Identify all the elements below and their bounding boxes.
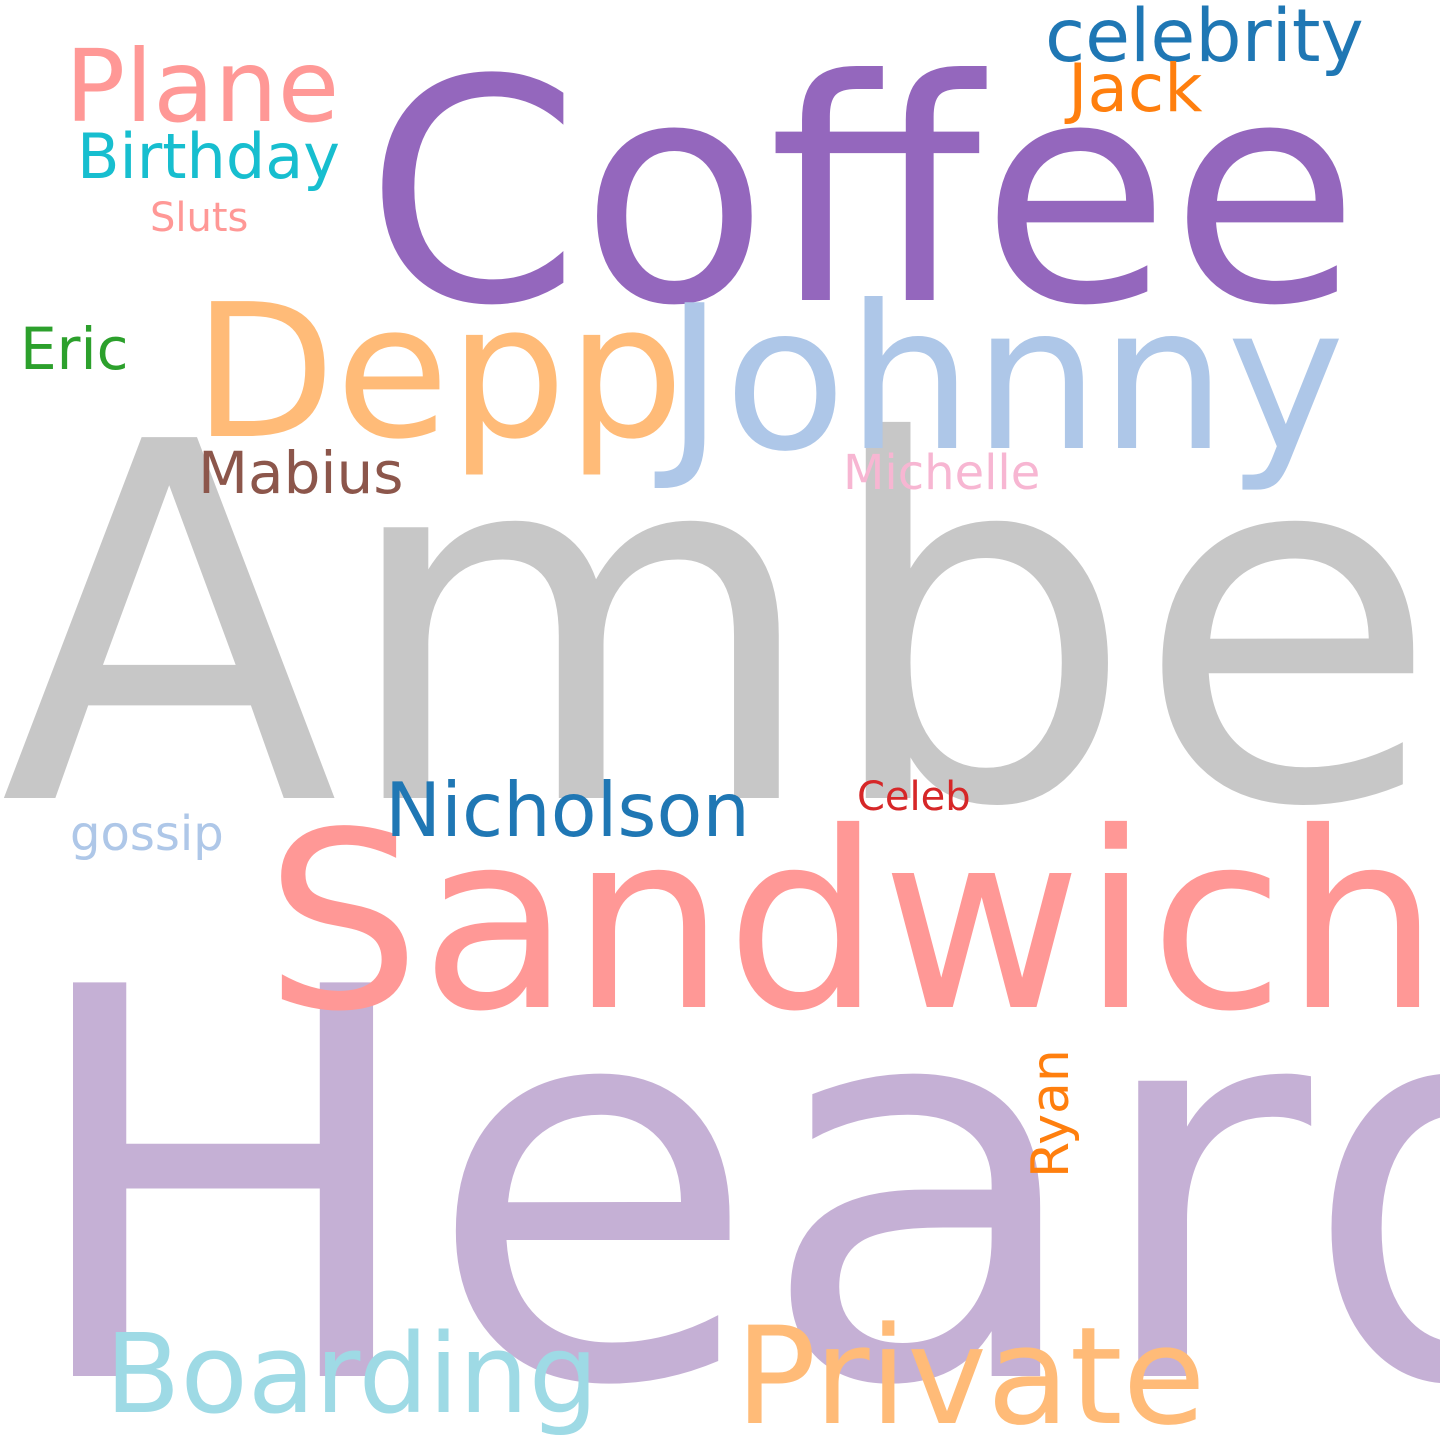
- word-gossip: gossip: [70, 806, 224, 862]
- word-amber: Amber: [0, 339, 1440, 915]
- word-eric: Eric: [20, 315, 129, 383]
- word-boarding: Boarding: [105, 1310, 599, 1438]
- word-birthday: Birthday: [77, 120, 340, 193]
- word-mabius: Mabius: [198, 439, 404, 507]
- word-depp: Depp: [193, 264, 685, 480]
- word-heard: Heard: [20, 876, 1440, 1440]
- word-sandwich: Sandwich: [265, 780, 1440, 1065]
- word-plane: Plane: [65, 28, 340, 145]
- word-ryan: Ryan: [1021, 1049, 1081, 1178]
- word-private: Private: [735, 1298, 1206, 1440]
- word-celeb: Celeb: [857, 774, 971, 820]
- word-coffee: Coffee: [365, 14, 1360, 373]
- word-johnny: Johnny: [665, 263, 1345, 496]
- word-nicholson: Nicholson: [385, 766, 750, 854]
- word-jack: Jack: [1068, 50, 1203, 127]
- word-michelle: Michelle: [843, 445, 1041, 501]
- word-celebrity: celebrity: [1045, 0, 1364, 79]
- word-sluts: Sluts: [150, 195, 249, 241]
